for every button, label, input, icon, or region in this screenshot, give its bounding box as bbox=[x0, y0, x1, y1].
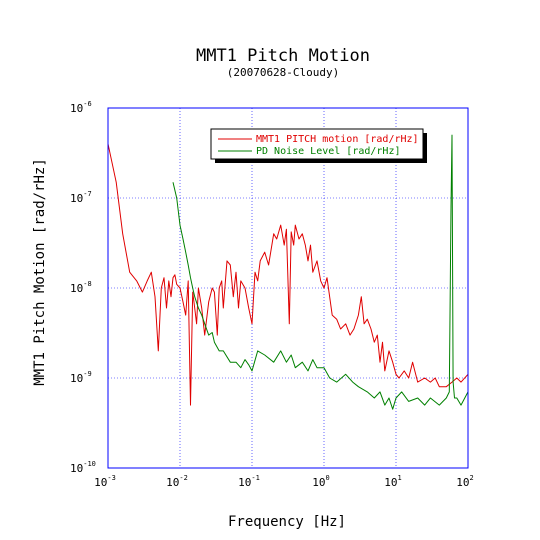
x-tick-base: 10 bbox=[166, 476, 179, 489]
y-tick-exponent: -6 bbox=[83, 100, 91, 108]
chart-title: MMT1 Pitch Motion bbox=[196, 46, 370, 66]
x-tick-label: 10-2 bbox=[166, 474, 188, 489]
x-tick-base: 10 bbox=[312, 476, 325, 489]
x-tick-exponent: 1 bbox=[398, 474, 402, 482]
plot-frame bbox=[107, 107, 469, 469]
y-tick-label: 10-8 bbox=[70, 280, 92, 295]
y-tick-label: 10-6 bbox=[70, 100, 92, 115]
chart-subtitle: (20070628-Cloudy) bbox=[227, 66, 340, 79]
y-tick-exponent: -8 bbox=[83, 280, 91, 288]
legend: MMT1 PITCH motion [rad/rHz] PD Noise Lev… bbox=[210, 128, 427, 163]
x-tick-label: 102 bbox=[456, 474, 473, 489]
y-tick-label: 10-7 bbox=[70, 190, 92, 205]
x-tick-base: 10 bbox=[238, 476, 251, 489]
x-tick-base: 10 bbox=[384, 476, 397, 489]
x-axis-label: Frequency [Hz] bbox=[228, 514, 346, 530]
y-tick-exponent: -7 bbox=[83, 190, 91, 198]
y-tick-label: 10-10 bbox=[70, 460, 96, 475]
x-tick-base: 10 bbox=[456, 476, 469, 489]
x-tick-label: 10-1 bbox=[238, 474, 260, 489]
y-axis-label: MMT1 Pitch Motion [rad/rHz] bbox=[32, 158, 48, 386]
legend-label-pitch-motion: MMT1 PITCH motion [rad/rHz] bbox=[256, 134, 419, 145]
y-tick-exponent: -9 bbox=[83, 370, 91, 378]
series-line-pd-noise bbox=[172, 134, 469, 410]
x-tick-exponent: 0 bbox=[326, 474, 330, 482]
legend-label-pd-noise: PD Noise Level [rad/rHz] bbox=[256, 146, 401, 157]
y-tick-base: 10 bbox=[70, 102, 83, 115]
y-tick-base: 10 bbox=[70, 372, 83, 385]
x-tick-base: 10 bbox=[94, 476, 107, 489]
x-tick-exponent: -1 bbox=[251, 474, 259, 482]
series-line-pitch-motion bbox=[107, 143, 469, 406]
x-tick-exponent: -3 bbox=[107, 474, 115, 482]
legend-box bbox=[210, 128, 424, 160]
y-tick-label: 10-9 bbox=[70, 370, 92, 385]
x-tick-exponent: -2 bbox=[179, 474, 187, 482]
x-tick-label: 100 bbox=[312, 474, 329, 489]
y-tick-base: 10 bbox=[70, 192, 83, 205]
y-tick-exponent: -10 bbox=[83, 460, 96, 468]
x-tick-exponent: 2 bbox=[470, 474, 474, 482]
y-tick-base: 10 bbox=[70, 462, 83, 475]
x-tick-label: 101 bbox=[384, 474, 401, 489]
y-tick-base: 10 bbox=[70, 282, 83, 295]
series-layer bbox=[107, 134, 469, 410]
tick-labels: 10-3 10-2 10-1 100 101 10210-1010-910-810-710… bbox=[70, 100, 474, 489]
x-tick-label: 10-3 bbox=[94, 474, 116, 489]
